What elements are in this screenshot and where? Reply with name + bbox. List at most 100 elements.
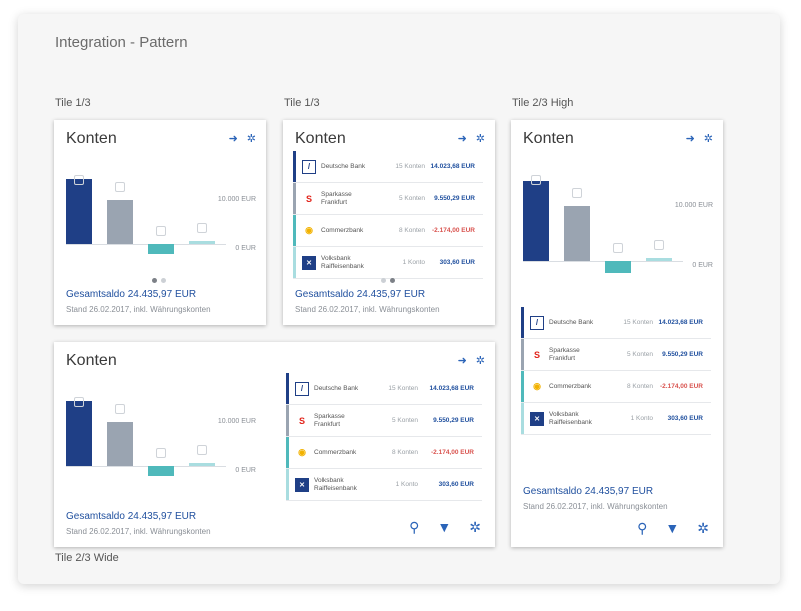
commerzbank-bar-icon bbox=[156, 447, 166, 458]
bank-row[interactable]: S Sparkasse Frankfurt 5 Konten 9.550,29 EUR bbox=[521, 339, 711, 371]
tile-label-1: Tile 1/3 bbox=[55, 97, 91, 109]
zero-line bbox=[66, 243, 226, 245]
bank-row[interactable]: ✕ Volksbank Raiffeisenbank 1 Konto 303,60 E… bbox=[293, 247, 483, 279]
deutsche-bank-icon: / bbox=[295, 381, 309, 396]
bank-name: Volksbank Raiffeisenbank bbox=[314, 477, 357, 492]
tile-label-3: Tile 2/3 High bbox=[512, 97, 574, 109]
pager-dot-2[interactable] bbox=[390, 278, 395, 283]
bank-color-strip bbox=[521, 307, 524, 338]
total-balance: Gesamtsaldo 24.435,97 EUR bbox=[523, 486, 654, 497]
bank-row[interactable]: S Sparkasse Frankfurt 5 Konten 9.550,29 EUR bbox=[286, 405, 482, 437]
tile-header-actions: ➜ ✲ bbox=[677, 132, 713, 145]
bar-3[interactable] bbox=[148, 243, 174, 254]
bank-row[interactable]: S Sparkasse Frankfurt 5 Konten 9.550,29 EUR bbox=[293, 183, 483, 215]
bank-account-count: 1 Konto bbox=[630, 415, 653, 422]
bank-row[interactable]: / Deutsche Bank 15 Konten 14.023,68 EUR bbox=[286, 373, 482, 405]
gear-icon[interactable]: ✲ bbox=[703, 133, 713, 145]
bank-account-count: 8 Konten bbox=[626, 383, 653, 390]
search-icon[interactable]: ⚲ bbox=[409, 519, 420, 535]
konten-tile-high: Konten ➜ ✲ 10.000 EUR 0 EUR / Deutsche Bank… bbox=[511, 120, 723, 547]
bank-account-count: 15 Konten bbox=[388, 385, 418, 392]
axis-label-top: 10.000 EUR bbox=[217, 417, 256, 425]
bar-2[interactable] bbox=[107, 199, 133, 244]
bank-row[interactable]: / Deutsche Bank 15 Konten 14.023,68 EUR bbox=[521, 307, 711, 339]
arrow-right-icon[interactable]: ➜ bbox=[457, 355, 467, 367]
axis-label-zero: 0 EUR bbox=[235, 466, 256, 474]
bank-color-strip bbox=[286, 405, 289, 436]
bank-account-count: 15 Konten bbox=[395, 163, 425, 170]
gear-icon[interactable]: ✲ bbox=[246, 133, 256, 145]
bank-row[interactable]: ◉ Commerzbank 8 Konten -2.174,00 EUR bbox=[286, 437, 482, 469]
deutsche-bank-icon: / bbox=[530, 315, 544, 330]
tile-title: Konten bbox=[66, 352, 117, 369]
bank-color-strip bbox=[293, 183, 296, 214]
bank-balance: 9.550,29 EUR bbox=[433, 417, 474, 424]
deutsche-bank-bar-icon bbox=[74, 397, 84, 407]
balance-date: Stand 26.02.2017, inkl. Währungskonten bbox=[66, 527, 211, 536]
commerzbank-icon: ◉ bbox=[298, 447, 306, 457]
bar-1[interactable] bbox=[66, 179, 92, 244]
total-balance: Gesamtsaldo 24.435,97 EUR bbox=[295, 289, 426, 300]
volksbank-bar-icon bbox=[197, 444, 207, 455]
bank-color-strip bbox=[521, 403, 524, 434]
bank-balance: 9.550,29 EUR bbox=[434, 195, 475, 202]
zero-line bbox=[66, 465, 226, 467]
bank-row[interactable]: ◉ Commerzbank 8 Konten -2.174,00 EUR bbox=[521, 371, 711, 403]
bar-4[interactable] bbox=[646, 257, 672, 261]
arrow-right-icon[interactable]: ➜ bbox=[228, 133, 238, 145]
zero-line bbox=[523, 260, 683, 262]
bar-2[interactable] bbox=[564, 206, 590, 261]
bank-name: Deutsche Bank bbox=[314, 384, 359, 392]
bank-balance: 303,60 EUR bbox=[439, 259, 475, 266]
volksbank-icon: ✕ bbox=[295, 477, 309, 492]
bank-row[interactable]: ✕ Volksbank Raiffeisenbank 1 Konto 303,60 E… bbox=[521, 403, 711, 435]
tile-header-actions: ➜ ✲ bbox=[449, 132, 485, 145]
axis-label-zero: 0 EUR bbox=[235, 244, 256, 252]
page-title: Integration - Pattern bbox=[55, 34, 188, 51]
tile-title: Konten bbox=[523, 130, 574, 147]
pager-dot-1[interactable] bbox=[152, 278, 157, 283]
total-balance: Gesamtsaldo 24.435,97 EUR bbox=[66, 511, 197, 522]
filter-icon[interactable]: ▼ bbox=[437, 519, 452, 535]
tile-toolbar: ⚲ ▼ ✲ bbox=[619, 520, 709, 537]
tile-header-actions: ➜ ✲ bbox=[220, 132, 256, 145]
bank-color-strip bbox=[521, 339, 524, 370]
bank-name: Sparkasse Frankfurt bbox=[321, 191, 352, 206]
sparkasse-bar-icon bbox=[572, 188, 582, 199]
arrow-right-icon[interactable]: ➜ bbox=[457, 133, 467, 145]
pager-dot-2[interactable] bbox=[161, 278, 166, 283]
gear-icon[interactable]: ✲ bbox=[475, 133, 485, 145]
bar-1[interactable] bbox=[66, 401, 92, 466]
bank-name: Sparkasse Frankfurt bbox=[549, 347, 580, 362]
gear-icon[interactable]: ✲ bbox=[475, 355, 485, 367]
pager-dot-1[interactable] bbox=[381, 278, 386, 283]
bank-balance: -2.174,00 EUR bbox=[431, 449, 474, 456]
bank-color-strip bbox=[293, 247, 296, 278]
search-icon[interactable]: ⚲ bbox=[637, 520, 648, 536]
gear-icon[interactable]: ✲ bbox=[469, 519, 481, 535]
bank-account-count: 5 Konten bbox=[398, 195, 425, 202]
bar-3[interactable] bbox=[605, 260, 631, 274]
bar-4[interactable] bbox=[189, 240, 215, 244]
bar-3[interactable] bbox=[148, 465, 174, 476]
commerzbank-icon: ◉ bbox=[305, 225, 313, 235]
bank-row[interactable]: / Deutsche Bank 15 Konten 14.023,68 EUR bbox=[293, 151, 483, 183]
bar-2[interactable] bbox=[107, 421, 133, 466]
arrow-right-icon[interactable]: ➜ bbox=[685, 133, 695, 145]
bank-color-strip bbox=[521, 371, 524, 402]
bank-list: / Deutsche Bank 15 Konten 14.023,68 EUR S Spa… bbox=[521, 307, 711, 435]
bar-4[interactable] bbox=[189, 462, 215, 466]
bar-1[interactable] bbox=[523, 180, 549, 261]
bank-row[interactable]: ✕ Volksbank Raiffeisenbank 1 Konto 303,60 E… bbox=[286, 469, 482, 501]
bank-name: Volksbank Raiffeisenbank bbox=[321, 255, 364, 270]
bank-balance: 303,60 EUR bbox=[438, 481, 474, 488]
filter-icon[interactable]: ▼ bbox=[665, 520, 680, 536]
gear-icon[interactable]: ✲ bbox=[697, 520, 709, 536]
bank-row[interactable]: ◉ Commerzbank 8 Konten -2.174,00 EUR bbox=[293, 215, 483, 247]
deutsche-bank-bar-icon bbox=[74, 175, 84, 185]
tile-label-2: Tile 1/3 bbox=[284, 97, 320, 109]
axis-label-zero: 0 EUR bbox=[692, 261, 713, 269]
konten-tile-chart: Konten ➜ ✲ 10.000 EUR 0 EUR Gesamtsaldo 24… bbox=[54, 120, 266, 325]
bank-account-count: 8 Konten bbox=[398, 227, 425, 234]
pager-dots bbox=[381, 270, 399, 288]
